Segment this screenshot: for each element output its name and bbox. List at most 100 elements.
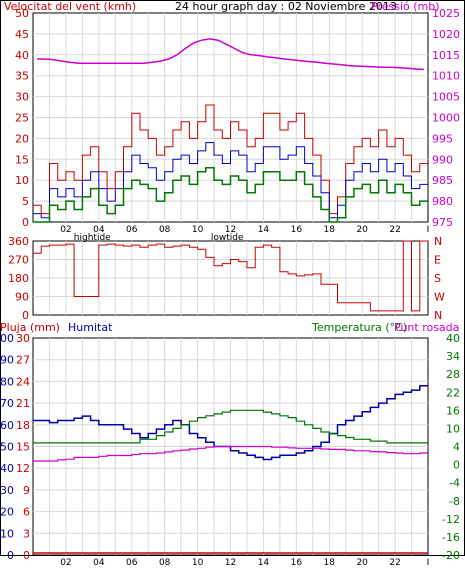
x-tick-label: 12 [225, 558, 236, 566]
direction-y-tick: 90 [15, 291, 29, 304]
humidity-y-tick: 20 [0, 506, 14, 519]
x-tick-label: 06 [126, 558, 138, 566]
direction-y-tick: 270 [8, 254, 29, 267]
temp-y-tick: 16 [446, 404, 460, 417]
x-tick-label: 02 [60, 225, 71, 235]
dewpoint-axis-label: Punt rosada [394, 321, 459, 334]
compass-tick: N [434, 309, 442, 322]
x-tick-label: 16 [291, 558, 303, 566]
compass-tick: E [434, 254, 441, 267]
temp-y-tick: -20 [442, 549, 460, 562]
compass-tick: S [434, 272, 441, 285]
compass-tick: W [434, 291, 445, 304]
rain-y-tick: 24 [16, 375, 30, 388]
tide-label: hightide [74, 233, 111, 243]
temperature-line [33, 409, 428, 444]
x-tick-label: 18 [324, 225, 336, 235]
x-tick-label: 16 [291, 225, 303, 235]
tide-label: lowtide [211, 233, 244, 243]
wind-y-tick: 45 [15, 28, 29, 41]
pressure-y-tick: 995 [432, 132, 453, 145]
pressure-axis-label: Pressió (mb) [371, 0, 440, 13]
rain-y-tick: 21 [16, 397, 30, 410]
x-tick-label: 08 [159, 558, 171, 566]
rain-y-tick: 9 [23, 484, 30, 497]
pressure-y-tick: 1000 [432, 112, 460, 125]
rain-y-tick: 15 [16, 441, 30, 454]
wind-y-tick: 35 [15, 70, 29, 83]
humidity-y-tick: 60 [0, 419, 14, 432]
humidity-y-tick: 70 [0, 397, 14, 410]
wind-y-tick: 0 [22, 216, 29, 229]
pressure-y-tick: 975 [432, 216, 453, 229]
wind-axis-label: Velocitat del vent (kmh) [4, 0, 136, 13]
pressure-y-tick: 1025 [432, 7, 460, 20]
x-tick-label: I [427, 558, 430, 566]
temp-y-tick: 34 [446, 350, 460, 363]
wind-gust-line [33, 104, 428, 215]
temp-y-tick: 22 [446, 386, 460, 399]
humidity-y-tick: 10 [0, 527, 14, 540]
x-tick-label: 04 [93, 558, 105, 566]
rain-y-tick: 0 [23, 549, 30, 562]
wind-y-tick: 20 [15, 132, 29, 145]
pressure-y-tick: 985 [432, 174, 453, 187]
grid-lines [33, 13, 428, 555]
temp-y-tick: -16 [442, 531, 460, 544]
compass-tick: N [434, 235, 442, 248]
humidity-line [33, 384, 428, 461]
wind-average-line [33, 142, 428, 219]
wind-direction-line [33, 240, 428, 312]
x-tick-label: 22 [389, 558, 400, 566]
series-layer [33, 38, 428, 554]
temp-y-tick: -8 [449, 495, 460, 508]
rain-axis-label: Pluja (mm) [0, 321, 60, 334]
x-tick-label: 14 [258, 225, 270, 235]
pressure-y-tick: 1010 [432, 70, 460, 83]
humidity-y-tick: 40 [0, 462, 14, 475]
x-tick-label: I [427, 225, 430, 235]
wind-y-tick: 10 [15, 174, 29, 187]
rain-y-tick: 3 [23, 527, 30, 540]
pressure-y-tick: 990 [432, 153, 453, 166]
x-tick-label: 10 [192, 558, 204, 566]
wind-y-tick: 5 [22, 195, 29, 208]
chart-title: 24 hour graph day : 02 Noviembre 2013 [175, 0, 397, 13]
rain-y-tick: 30 [16, 332, 30, 345]
temp-y-tick: -12 [442, 513, 460, 526]
humidity-y-tick: 50 [0, 441, 14, 454]
humidity-y-tick: 100 [0, 332, 14, 345]
x-tick-label: 06 [126, 225, 138, 235]
temperature-axis-label: Temperatura (°C) [311, 321, 407, 334]
x-tick-label: 04 [93, 225, 105, 235]
rain-y-tick: 27 [16, 354, 30, 367]
pressure-y-tick: 1020 [432, 28, 460, 41]
wind-low-line [33, 166, 428, 223]
wind-y-tick: 30 [15, 91, 29, 104]
temp-y-tick: 40 [446, 332, 460, 345]
x-tick-label: 20 [356, 225, 368, 235]
humidity-axis-label: Humitat [68, 321, 113, 334]
rain-y-tick: 12 [16, 462, 30, 475]
pressure-y-tick: 980 [432, 195, 453, 208]
humidity-y-tick: 30 [0, 484, 14, 497]
rain-y-tick: 6 [23, 506, 30, 519]
humidity-y-tick: 0 [7, 549, 14, 562]
direction-y-tick: 180 [8, 272, 29, 285]
x-tick-label: 22 [389, 225, 400, 235]
pressure-line [37, 38, 424, 71]
wind-y-tick: 50 [15, 7, 29, 20]
temp-y-tick: -4 [449, 477, 460, 490]
x-tick-label: 12 [225, 225, 236, 235]
x-tick-label: 10 [192, 225, 204, 235]
temp-y-tick: 4 [453, 441, 460, 454]
wind-y-tick: 40 [15, 49, 29, 62]
x-tick-label: 20 [356, 558, 368, 566]
tick-labels: 0510152025303540455097598098599099510001… [0, 7, 460, 570]
direction-y-tick: 0 [22, 309, 29, 322]
temp-y-tick: 28 [446, 368, 460, 381]
rain-y-tick: 18 [16, 419, 30, 432]
humidity-y-tick: 90 [0, 354, 14, 367]
